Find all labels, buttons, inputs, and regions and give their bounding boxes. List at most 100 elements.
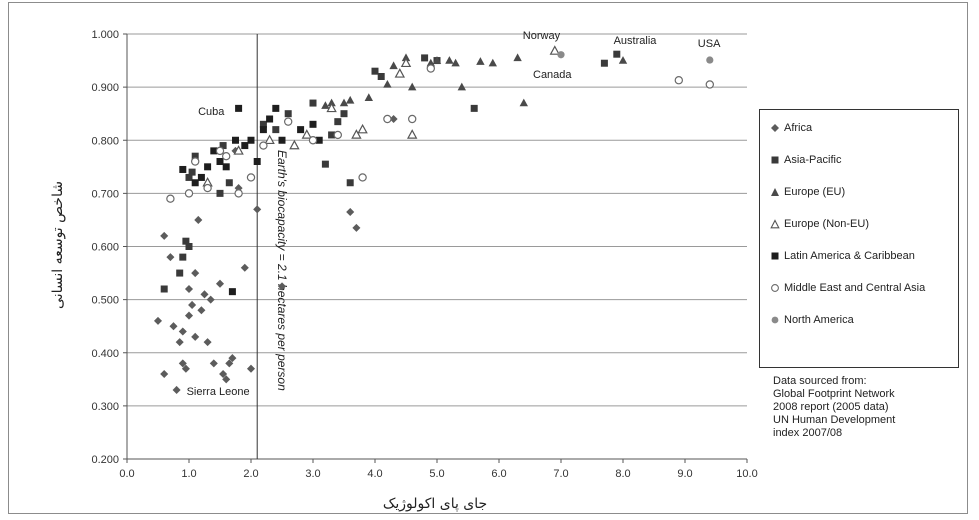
point-middle-east-and-central-asia xyxy=(221,151,231,161)
reference-line-layer: Earth's biocapacity = 2.1 hectares per p… xyxy=(256,34,289,459)
y-tick-label: 0.200 xyxy=(91,454,119,466)
point-asia-pacific xyxy=(284,110,292,118)
point-middle-east-and-central-asia xyxy=(234,189,243,198)
point-africa xyxy=(172,385,181,394)
point-europe-eu xyxy=(618,56,628,64)
point-africa xyxy=(253,205,262,214)
point-africa xyxy=(181,364,190,373)
point-latin-america-caribbean xyxy=(297,126,305,134)
point-africa xyxy=(228,354,237,363)
point-asia-pacific xyxy=(259,120,267,128)
point-asia-pacific xyxy=(185,243,193,250)
point-africa xyxy=(246,364,256,373)
point-asia-pacific xyxy=(216,189,224,197)
legend-label: Latin America & Caribbean xyxy=(784,250,915,262)
legend-label: Europe (Non-EU) xyxy=(784,218,869,230)
point-africa xyxy=(153,316,163,325)
point-africa xyxy=(191,269,200,278)
point-latin-america-caribbean xyxy=(216,158,224,165)
point-latin-america-caribbean xyxy=(179,165,187,173)
point-asia-pacific xyxy=(309,99,317,107)
legend-item: Europe (Non-EU) xyxy=(770,216,869,232)
point-latin-america-caribbean xyxy=(241,142,249,150)
point-europe-eu xyxy=(476,57,485,65)
legend-label: Africa xyxy=(784,122,813,134)
point-africa xyxy=(240,263,249,272)
point-europe-eu xyxy=(519,98,528,107)
point-africa xyxy=(178,359,187,368)
point-asia-pacific xyxy=(371,67,379,75)
point-europe-eu xyxy=(321,101,330,109)
point-africa xyxy=(200,290,209,299)
legend-label: Asia-Pacific xyxy=(784,154,842,166)
point-latin-america-caribbean xyxy=(235,104,243,112)
point-asia-pacific xyxy=(272,126,280,134)
legend-marker-icon xyxy=(771,252,779,260)
country-label: Sierra Leone xyxy=(187,386,250,398)
legend-item: Africa xyxy=(770,120,812,136)
point-latin-america-caribbean xyxy=(278,136,286,144)
country-label: Canada xyxy=(533,69,572,81)
point-africa xyxy=(197,306,206,315)
point-latin-america-caribbean xyxy=(247,136,255,144)
point-africa xyxy=(209,359,218,368)
legend-item: Europe (EU) xyxy=(770,184,845,200)
point-latin-america-caribbean xyxy=(253,158,261,165)
legend-item: Asia-Pacific xyxy=(770,152,841,168)
point-middle-east-and-central-asia xyxy=(215,146,225,156)
y-tick-label: 0.700 xyxy=(91,188,119,200)
point-europe-eu xyxy=(401,53,411,62)
source-note-line: Data sourced from: xyxy=(773,375,867,387)
x-tick-label: 6.0 xyxy=(491,468,506,480)
point-europe-non-eu xyxy=(351,129,362,139)
point-latin-america-caribbean xyxy=(272,104,280,112)
legend-marker-icon xyxy=(771,284,779,292)
point-latin-america-caribbean xyxy=(222,163,230,171)
y-tick-label: 0.500 xyxy=(91,295,119,307)
point-asia-pacific xyxy=(179,253,187,261)
legend-item: Latin America & Caribbean xyxy=(770,248,915,264)
point-middle-east-and-central-asia xyxy=(674,76,684,85)
point-asia-pacific xyxy=(340,110,348,118)
x-tick-label: 7.0 xyxy=(553,468,568,480)
point-middle-east-and-central-asia xyxy=(705,80,715,89)
point-europe-eu xyxy=(457,82,466,91)
point-middle-east-and-central-asia xyxy=(184,189,194,198)
point-middle-east-and-central-asia xyxy=(259,141,268,150)
country-label: USA xyxy=(698,38,721,50)
point-europe-non-eu xyxy=(301,129,313,139)
point-europe-non-eu xyxy=(357,123,368,134)
x-tick-label: 5.0 xyxy=(429,468,444,480)
point-asia-pacific xyxy=(334,118,342,126)
point-europe-non-eu xyxy=(406,129,418,139)
point-europe-non-eu xyxy=(326,102,337,113)
point-middle-east-and-central-asia xyxy=(408,114,417,124)
x-tick-label: 2.0 xyxy=(243,468,258,480)
legend-item: North America xyxy=(770,312,854,328)
point-africa xyxy=(203,338,212,347)
point-africa xyxy=(206,295,215,304)
point-africa xyxy=(166,253,175,262)
legend-marker-icon xyxy=(771,316,779,324)
point-africa xyxy=(215,279,225,288)
point-africa xyxy=(160,231,169,240)
point-europe-eu xyxy=(513,53,522,62)
point-africa xyxy=(352,223,361,232)
point-europe-eu xyxy=(432,56,442,64)
point-asia-pacific xyxy=(346,179,354,187)
point-middle-east-and-central-asia xyxy=(426,64,435,73)
legend: Africa Asia-Pacific Europe (EU) Europe (Non… xyxy=(759,109,959,368)
point-middle-east-and-central-asia xyxy=(383,114,392,124)
point-latin-america-caribbean xyxy=(315,136,323,144)
point-latin-america-caribbean xyxy=(309,120,317,128)
point-europe-eu xyxy=(488,58,497,67)
point-europe-eu xyxy=(327,98,336,107)
y-tick-label: 0.900 xyxy=(91,82,119,94)
point-europe-non-eu xyxy=(394,68,406,78)
point-africa xyxy=(188,300,197,309)
country-label: Australia xyxy=(614,35,658,47)
point-europe-eu xyxy=(346,95,355,104)
point-africa xyxy=(194,215,203,224)
point-middle-east-and-central-asia xyxy=(358,173,367,182)
point-asia-pacific xyxy=(219,142,227,150)
